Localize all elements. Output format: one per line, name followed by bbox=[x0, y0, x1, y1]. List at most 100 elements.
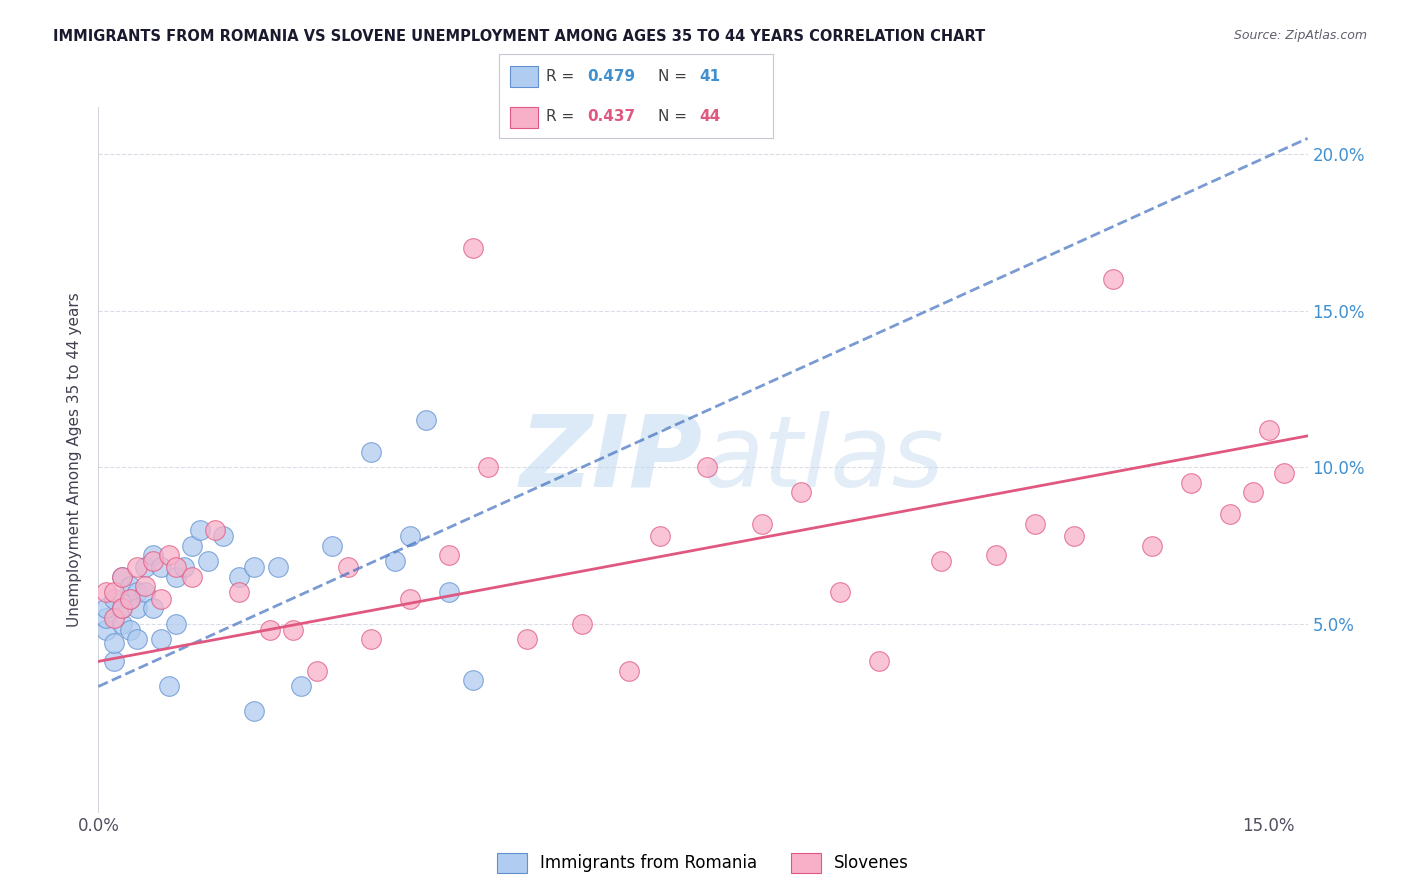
Point bbox=[929, 554, 952, 568]
Bar bbox=[510, 66, 537, 87]
Point bbox=[228, 570, 250, 584]
Text: 0.479: 0.479 bbox=[586, 69, 636, 84]
Point bbox=[1241, 485, 1264, 500]
Point bbox=[868, 654, 890, 668]
Point bbox=[1140, 539, 1163, 553]
Point bbox=[103, 635, 125, 649]
Point bbox=[648, 529, 671, 543]
Point bbox=[1024, 516, 1046, 531]
Point bbox=[127, 601, 149, 615]
Point bbox=[571, 616, 593, 631]
Point bbox=[96, 585, 118, 599]
Point bbox=[477, 460, 499, 475]
Point bbox=[384, 554, 406, 568]
Text: ZIP: ZIP bbox=[520, 411, 703, 508]
Point bbox=[197, 554, 219, 568]
Point bbox=[96, 610, 118, 624]
Point bbox=[96, 623, 118, 637]
Text: IMMIGRANTS FROM ROMANIA VS SLOVENE UNEMPLOYMENT AMONG AGES 35 TO 44 YEARS CORREL: IMMIGRANTS FROM ROMANIA VS SLOVENE UNEMP… bbox=[53, 29, 986, 44]
Point bbox=[111, 570, 134, 584]
Point bbox=[399, 529, 422, 543]
Text: Source: ZipAtlas.com: Source: ZipAtlas.com bbox=[1233, 29, 1367, 42]
Point bbox=[1272, 467, 1295, 481]
Point bbox=[127, 560, 149, 574]
Point bbox=[103, 654, 125, 668]
Point bbox=[96, 601, 118, 615]
Point bbox=[439, 548, 461, 562]
Point bbox=[439, 585, 461, 599]
Point bbox=[118, 591, 141, 606]
Point bbox=[337, 560, 360, 574]
Text: N =: N = bbox=[658, 109, 688, 124]
Point bbox=[149, 560, 172, 574]
Point bbox=[360, 632, 382, 647]
Point bbox=[259, 623, 281, 637]
Point bbox=[118, 579, 141, 593]
Point bbox=[111, 601, 134, 615]
Point bbox=[103, 591, 125, 606]
Point bbox=[617, 664, 640, 678]
Point bbox=[149, 632, 172, 647]
Point bbox=[243, 560, 266, 574]
Bar bbox=[510, 107, 537, 128]
Point bbox=[228, 585, 250, 599]
Text: 0.437: 0.437 bbox=[586, 109, 636, 124]
Point bbox=[1101, 272, 1123, 286]
Point bbox=[516, 632, 538, 647]
Point bbox=[142, 554, 165, 568]
Text: N =: N = bbox=[658, 69, 688, 84]
Point bbox=[461, 673, 484, 688]
Point bbox=[204, 523, 226, 537]
Point bbox=[134, 560, 156, 574]
Point bbox=[111, 570, 134, 584]
Legend: Immigrants from Romania, Slovenes: Immigrants from Romania, Slovenes bbox=[491, 847, 915, 880]
Point bbox=[267, 560, 290, 574]
Point bbox=[1180, 475, 1202, 490]
Point bbox=[134, 579, 156, 593]
Point bbox=[149, 591, 172, 606]
Point bbox=[127, 632, 149, 647]
Text: atlas: atlas bbox=[703, 411, 945, 508]
Point bbox=[127, 585, 149, 599]
Point bbox=[360, 444, 382, 458]
Point bbox=[696, 460, 718, 475]
Point bbox=[243, 705, 266, 719]
Point bbox=[103, 610, 125, 624]
Point bbox=[165, 570, 187, 584]
Point bbox=[118, 591, 141, 606]
Point bbox=[751, 516, 773, 531]
Point bbox=[321, 539, 343, 553]
Text: R =: R = bbox=[546, 109, 574, 124]
Point bbox=[283, 623, 305, 637]
Point bbox=[142, 601, 165, 615]
Point bbox=[305, 664, 328, 678]
Point bbox=[984, 548, 1007, 562]
Point bbox=[789, 485, 811, 500]
Point bbox=[165, 616, 187, 631]
Point bbox=[134, 585, 156, 599]
Point bbox=[111, 616, 134, 631]
Point bbox=[181, 539, 204, 553]
Point bbox=[1219, 507, 1241, 521]
Point bbox=[461, 241, 484, 255]
Point bbox=[173, 560, 195, 574]
Point bbox=[212, 529, 235, 543]
Point bbox=[399, 591, 422, 606]
Point bbox=[157, 680, 180, 694]
Text: R =: R = bbox=[546, 69, 574, 84]
Point bbox=[157, 548, 180, 562]
Point bbox=[181, 570, 204, 584]
Point bbox=[1063, 529, 1085, 543]
Point bbox=[290, 680, 312, 694]
Text: 44: 44 bbox=[699, 109, 720, 124]
Point bbox=[165, 560, 187, 574]
Point bbox=[118, 623, 141, 637]
Text: 41: 41 bbox=[699, 69, 720, 84]
Point bbox=[1257, 423, 1279, 437]
Point bbox=[103, 585, 125, 599]
Y-axis label: Unemployment Among Ages 35 to 44 years: Unemployment Among Ages 35 to 44 years bbox=[67, 292, 83, 627]
Point bbox=[111, 601, 134, 615]
Point bbox=[415, 413, 437, 427]
Point bbox=[142, 548, 165, 562]
Point bbox=[188, 523, 211, 537]
